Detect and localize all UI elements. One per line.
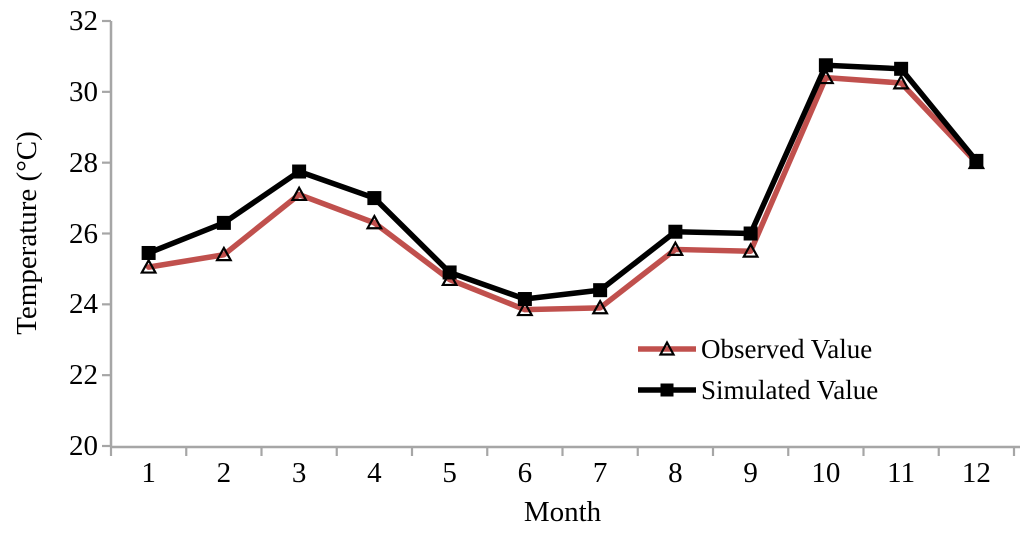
x-tick-label: 12 [961, 457, 991, 489]
y-tick-label: 28 [69, 146, 98, 179]
x-tick-label: 11 [887, 457, 916, 489]
y-tick-label: 26 [69, 217, 98, 250]
legend-item-simulated: Simulated Value [637, 369, 878, 410]
y-tick-label: 30 [69, 75, 98, 108]
x-tick-label: 4 [367, 457, 382, 489]
y-tick-label: 32 [69, 5, 98, 37]
chart-legend: Observed Value Simulated Value [637, 328, 878, 410]
legend-label-simulated: Simulated Value [701, 374, 879, 405]
x-tick-label: 3 [291, 457, 307, 489]
x-tick-label: 1 [141, 457, 156, 489]
y-tick-label: 24 [69, 288, 98, 321]
y-axis-title: Temperature (°C) [11, 131, 43, 335]
legend-item-observed: Observed Value [637, 328, 878, 369]
x-tick-label: 8 [668, 457, 683, 489]
x-tick-label: 7 [592, 457, 608, 489]
x-tick-label: 5 [442, 457, 457, 489]
x-tick-label: 2 [216, 457, 232, 489]
x-axis-title: Month [523, 496, 602, 528]
x-tick-label: 10 [811, 457, 841, 489]
y-tick-label: 20 [69, 430, 98, 462]
x-tick-label: 9 [743, 457, 758, 489]
legend-label-observed: Observed Value [701, 333, 873, 364]
x-tick-label: 6 [517, 457, 533, 489]
simulated-line-square-marker-icon [638, 383, 696, 396]
y-tick-label: 22 [69, 359, 98, 392]
observed-line-triangle-marker-icon [638, 339, 696, 356]
